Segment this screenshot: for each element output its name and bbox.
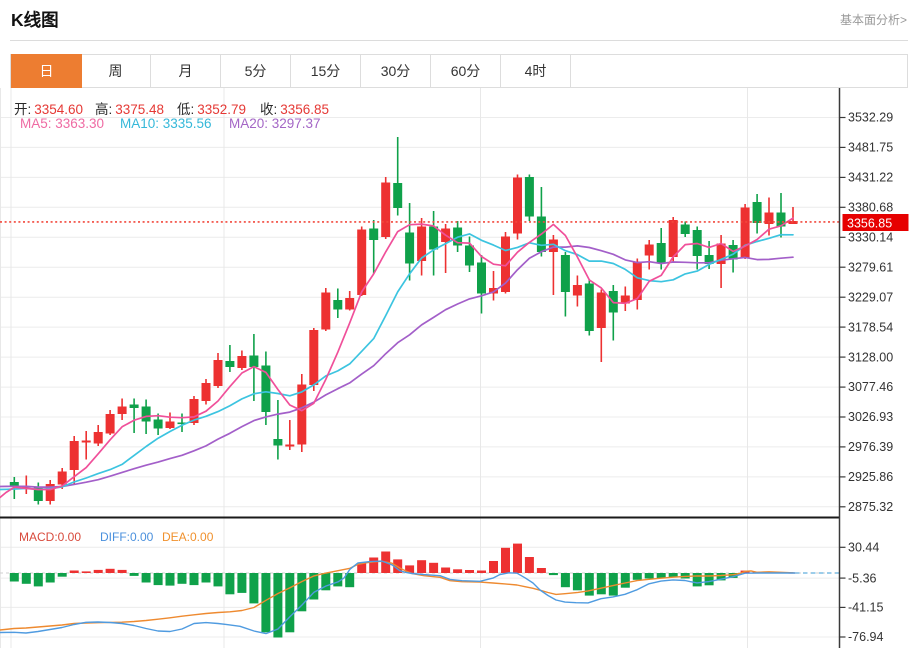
svg-text:2875.32: 2875.32	[848, 500, 893, 514]
svg-text:-76.94: -76.94	[848, 630, 883, 644]
svg-text:3128.00: 3128.00	[848, 350, 893, 364]
svg-text:30.44: 30.44	[848, 541, 879, 555]
svg-text:3330.14: 3330.14	[848, 231, 893, 245]
svg-text:3380.68: 3380.68	[848, 201, 893, 215]
svg-text:-5.36: -5.36	[848, 571, 877, 585]
svg-text:3077.46: 3077.46	[848, 380, 893, 394]
svg-text:3178.54: 3178.54	[848, 320, 893, 334]
svg-text:3279.61: 3279.61	[848, 260, 893, 274]
svg-text:3026.93: 3026.93	[848, 410, 893, 424]
svg-text:3229.07: 3229.07	[848, 290, 893, 304]
svg-text:3431.22: 3431.22	[848, 171, 893, 185]
svg-text:2976.39: 2976.39	[848, 440, 893, 454]
svg-text:-41.15: -41.15	[848, 601, 883, 615]
svg-text:3532.29: 3532.29	[848, 111, 893, 125]
svg-text:3481.75: 3481.75	[848, 141, 893, 155]
svg-text:2925.86: 2925.86	[848, 470, 893, 484]
svg-text:3356.85: 3356.85	[847, 216, 892, 230]
